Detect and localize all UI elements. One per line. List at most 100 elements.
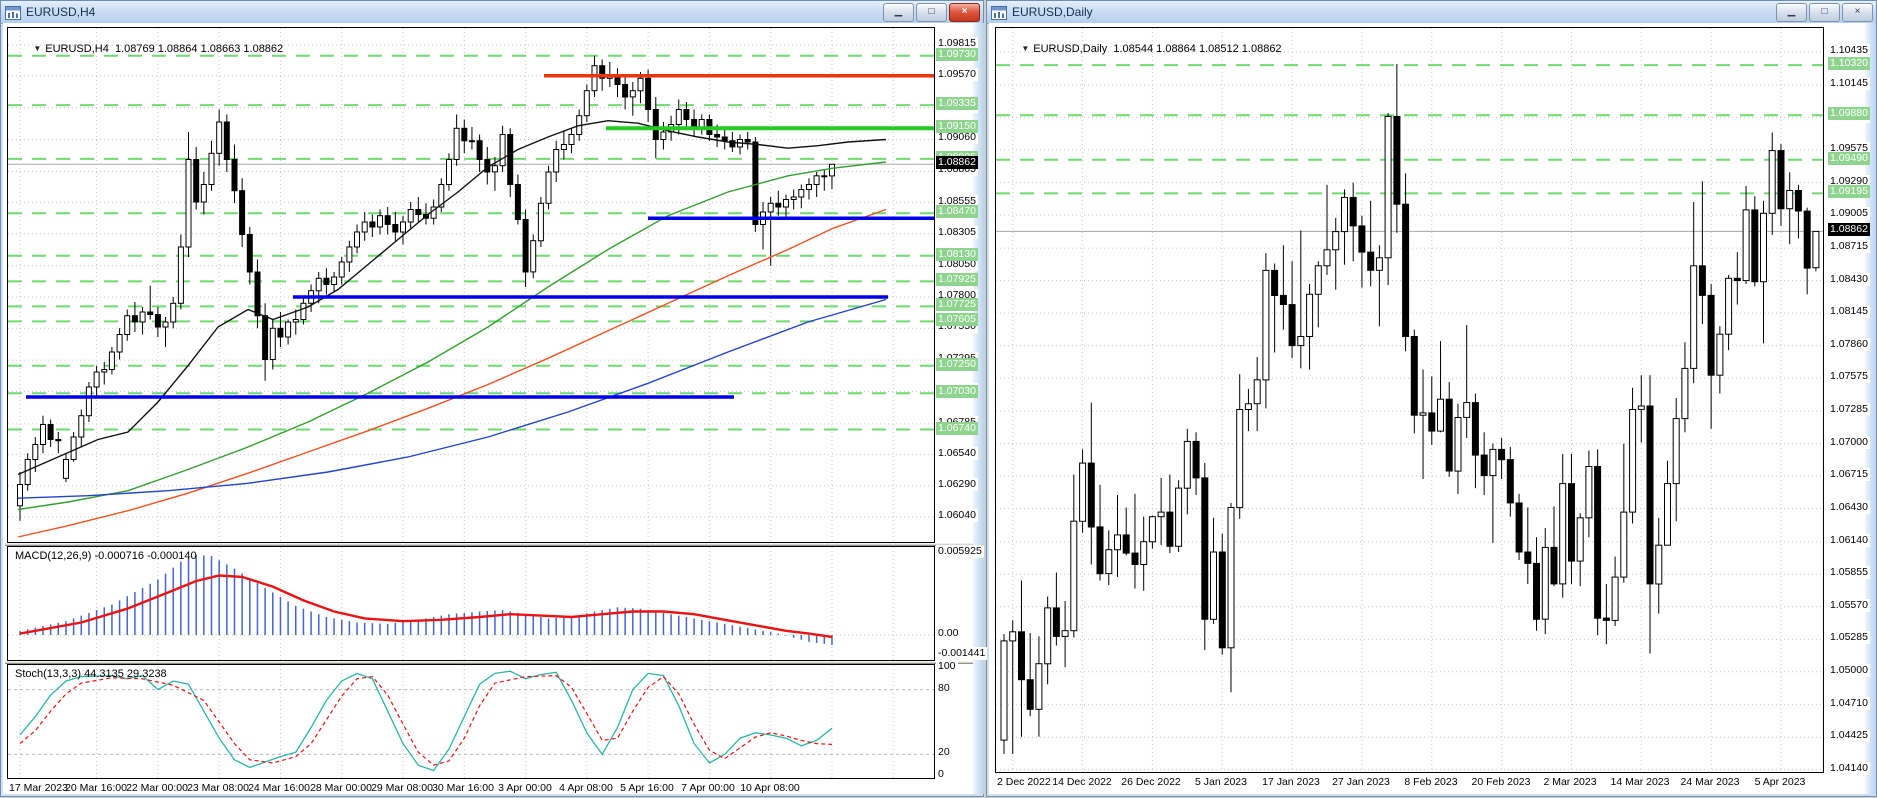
ma-medium-green (17, 161, 887, 511)
price-scale-label: 1.09290 (1828, 175, 1870, 188)
stoch-pane[interactable] (7, 664, 935, 779)
minimize-button[interactable]: ▁ (1776, 2, 1807, 22)
price-scale-label: 1.08305 (936, 226, 978, 239)
close-button[interactable]: × (1842, 2, 1873, 22)
price-scale-label: 1.07575 (1828, 370, 1870, 383)
price-scale-label: 1.08555 (936, 195, 978, 208)
price-scale-level-label: 1.09150 (936, 120, 978, 133)
price-scale-level-label: 1.10320 (1828, 57, 1870, 70)
stoch-label: Stoch(13,3,3) 44.3135 29.3238 (15, 668, 167, 680)
price-scale-label: 1.04425 (1828, 729, 1870, 742)
price-scale-level-label: 1.07605 (936, 313, 978, 326)
price-scale-label: 1.09060 (936, 131, 978, 144)
stoch-signal-line (19, 674, 833, 766)
time-scale[interactable]: 17 Mar 2023 20 Mar 16:00 22 Mar 00:00 23 Ma… (7, 780, 935, 797)
pane-separator[interactable] (5, 661, 973, 664)
price-scale-level-label: 1.07725 (936, 298, 978, 311)
macd-label: MACD(12,26,9) -0.000716 -0.000140 (15, 550, 197, 562)
price-scale-label: 1.08715 (1828, 240, 1870, 253)
price-scale-label: 1.05000 (1828, 664, 1870, 677)
chart-client-area: ▼ EURUSD,H4 1.08769 1.08864 1.08663 1.088… (3, 23, 988, 797)
price-scale-label: 1.05285 (1828, 631, 1870, 644)
macd-pane[interactable] (7, 546, 935, 661)
symbol-info-line: ▼ EURUSD,Daily 1.08544 1.08864 1.08512 1.… (1003, 31, 1282, 67)
price-scale-level-label: 1.08470 (936, 205, 978, 218)
ma-fast-black (17, 119, 887, 476)
time-scale-label: 14 Dec 2022 (1052, 776, 1112, 788)
ohlc-info: EURUSD,Daily 1.08544 1.08864 1.08512 1.0… (1033, 43, 1282, 55)
time-scale-label: 4 Apr 08:00 (559, 782, 613, 794)
chart-icon (991, 5, 1007, 20)
price-scale-label: 1.07285 (1828, 403, 1870, 416)
close-button[interactable]: × (949, 2, 980, 22)
time-scale[interactable]: 2 Dec 2022 14 Dec 2022 26 Dec 2022 5 Jan 20… (995, 774, 1824, 791)
price-scale-label: 1.10145 (1828, 77, 1870, 90)
time-scale-label: 20 Mar 16:00 (65, 782, 127, 794)
price-scale-label: 1.04140 (1828, 762, 1870, 775)
price-pane[interactable] (7, 27, 935, 543)
window-title: EURUSD,H4 (26, 5, 96, 19)
chart-window-eurusd-h4: EURUSD,H4 ▁ □ × ▼ EURUSD,H4 1.08769 1.088… (0, 0, 988, 797)
price-scale-label: 1.06430 (1828, 501, 1870, 514)
window-right-frame (1865, 23, 1876, 794)
dropdown-icon[interactable]: ▼ (33, 44, 42, 53)
time-scale-label: 20 Feb 2023 (1471, 776, 1531, 788)
window-titlebar[interactable]: EURUSD,H4 ▁ □ × (1, 1, 983, 24)
indicator-scale-label: 80 (936, 682, 952, 695)
time-scale-label: 26 Dec 2022 (1121, 776, 1181, 788)
price-scale-label: 1.06290 (936, 478, 978, 491)
indicator-scale-label: 100 (936, 660, 958, 673)
price-scale[interactable]: 1.098151.095701.093151.090601.088051.085… (933, 27, 988, 783)
maximize-button[interactable]: □ (1809, 2, 1840, 22)
time-scale-label: 29 Mar 08:00 (371, 782, 433, 794)
window-right-frame (973, 23, 984, 794)
price-scale-label: 1.04710 (1828, 697, 1870, 710)
price-scale-label: 1.09570 (936, 68, 978, 81)
price-scale-label: 1.06540 (936, 447, 978, 460)
time-scale-label: 24 Mar 16:00 (248, 782, 310, 794)
ohlc-info: EURUSD,H4 1.08769 1.08864 1.08663 1.0886… (45, 43, 284, 55)
price-scale-level-label: 1.09335 (936, 97, 978, 110)
price-scale-label: 1.09005 (1828, 207, 1870, 220)
time-scale-label: 27 Jan 2023 (1332, 776, 1390, 788)
time-scale-label: 5 Apr 2023 (1754, 776, 1806, 788)
price-scale-level-label: 1.09730 (936, 48, 978, 61)
price-scale-label: 1.08050 (936, 258, 978, 271)
price-scale-level-label: 1.09195 (1828, 185, 1870, 198)
price-scale[interactable]: 1.104351.101451.098601.095751.092901.090… (1825, 27, 1870, 787)
price-scale-label: 1.05570 (1828, 599, 1870, 612)
time-scale-label: 24 Mar 2023 (1680, 776, 1740, 788)
dropdown-icon[interactable]: ▼ (1021, 44, 1030, 53)
macd-signal-line (19, 574, 833, 639)
time-scale-label: 7 Apr 00:00 (681, 782, 735, 794)
time-scale-label: 2 Mar 2023 (1543, 776, 1597, 788)
symbol-info-line: ▼ EURUSD,H4 1.08769 1.08864 1.08663 1.088… (15, 31, 283, 67)
price-scale-label: 1.06140 (1828, 534, 1870, 547)
time-scale-label: 14 Mar 2023 (1610, 776, 1670, 788)
price-scale-label: 1.05855 (1828, 566, 1870, 579)
pane-separator[interactable] (5, 543, 973, 546)
current-price-label: 1.08862 (1828, 223, 1870, 236)
window-titlebar[interactable]: EURUSD,Daily ▁ □ × (987, 1, 1876, 24)
price-scale-level-label: 1.07925 (936, 273, 978, 286)
minimize-button[interactable]: ▁ (883, 2, 914, 22)
time-scale-label: 17 Mar 2023 (9, 782, 68, 794)
maximize-button[interactable]: □ (916, 2, 947, 22)
price-pane[interactable] (995, 27, 1824, 773)
indicator-scale-label: -0.001441 (936, 647, 988, 660)
price-scale-label: 1.07860 (1828, 338, 1870, 351)
price-scale-label: 1.10435 (1828, 44, 1870, 57)
price-scale-level-label: 1.08130 (936, 248, 978, 261)
window-title: EURUSD,Daily (1012, 5, 1093, 19)
price-scale-level-label: 1.06740 (936, 422, 978, 435)
time-scale-label: 2 Dec 2022 (997, 776, 1051, 788)
price-scale-label: 1.06715 (1828, 468, 1870, 481)
time-scale-label: 8 Feb 2023 (1404, 776, 1458, 788)
time-scale-label: 28 Mar 00:00 (310, 782, 372, 794)
ma-slowest-blue (17, 298, 887, 499)
price-scale-level-label: 1.07030 (936, 385, 978, 398)
price-scale-level-label: 1.09490 (1828, 152, 1870, 165)
time-scale-label: 10 Apr 08:00 (740, 782, 800, 794)
chart-client-area: ▼ EURUSD,Daily 1.08544 1.08864 1.08512 1.… (989, 23, 1876, 794)
indicator-scale-label: 0.005925 (936, 545, 984, 558)
